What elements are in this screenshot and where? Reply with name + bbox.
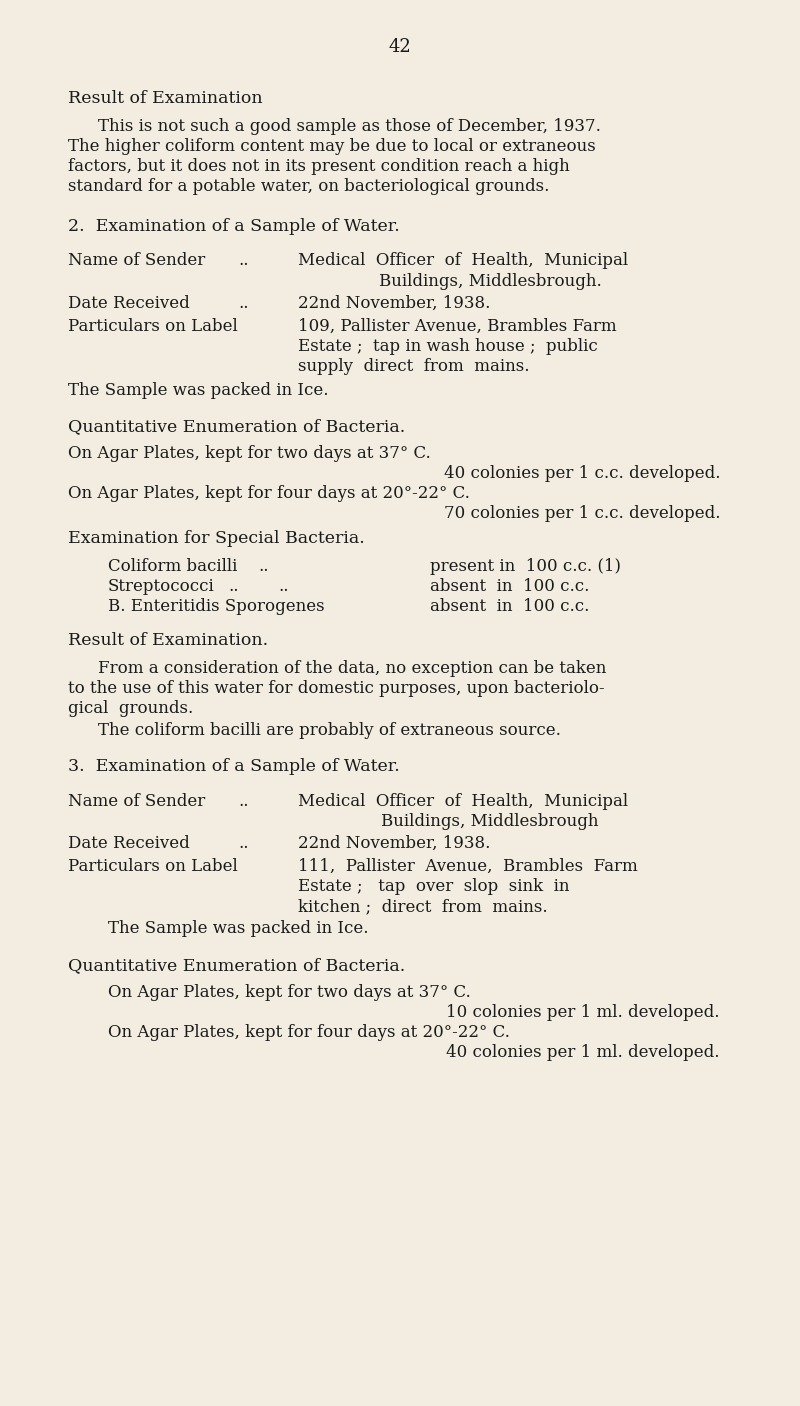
Text: Buildings, Middlesbrough.: Buildings, Middlesbrough.	[378, 273, 602, 290]
Text: 40 colonies per 1 c.c. developed.: 40 colonies per 1 c.c. developed.	[443, 465, 720, 482]
Text: On Agar Plates, kept for four days at 20°-22° C.: On Agar Plates, kept for four days at 20…	[68, 485, 470, 502]
Text: Examination for Special Bacteria.: Examination for Special Bacteria.	[68, 530, 365, 547]
Text: On Agar Plates, kept for four days at 20°-22° C.: On Agar Plates, kept for four days at 20…	[108, 1024, 510, 1040]
Text: Medical  Officer  of  Health,  Municipal: Medical Officer of Health, Municipal	[298, 252, 628, 269]
Text: present in  100 c.c. (1): present in 100 c.c. (1)	[430, 558, 621, 575]
Text: gical  grounds.: gical grounds.	[68, 700, 194, 717]
Text: 2.  Examination of a Sample of Water.: 2. Examination of a Sample of Water.	[68, 218, 400, 235]
Text: On Agar Plates, kept for two days at 37° C.: On Agar Plates, kept for two days at 37°…	[108, 984, 470, 1001]
Text: The higher coliform content may be due to local or extraneous: The higher coliform content may be due t…	[68, 138, 596, 155]
Text: Name of Sender: Name of Sender	[68, 793, 206, 810]
Text: ..: ..	[238, 295, 249, 312]
Text: Streptococci: Streptococci	[108, 578, 214, 595]
Text: ..: ..	[238, 793, 249, 810]
Text: kitchen ;  direct  from  mains.: kitchen ; direct from mains.	[298, 898, 548, 915]
Text: Result of Examination: Result of Examination	[68, 90, 262, 107]
Text: to the use of this water for domestic purposes, upon bacteriolo-: to the use of this water for domestic pu…	[68, 681, 605, 697]
Text: ..: ..	[238, 835, 249, 852]
Text: factors, but it does not in its present condition reach a high: factors, but it does not in its present …	[68, 157, 570, 174]
Text: Estate ;  tap in wash house ;  public: Estate ; tap in wash house ; public	[298, 337, 598, 354]
Text: On Agar Plates, kept for two days at 37° C.: On Agar Plates, kept for two days at 37°…	[68, 446, 430, 463]
Text: Quantitative Enumeration of Bacteria.: Quantitative Enumeration of Bacteria.	[68, 418, 406, 434]
Text: Particulars on Label: Particulars on Label	[68, 858, 238, 875]
Text: Date Received: Date Received	[68, 295, 190, 312]
Text: 3.  Examination of a Sample of Water.: 3. Examination of a Sample of Water.	[68, 758, 400, 775]
Text: Date Received: Date Received	[68, 835, 190, 852]
Text: ..: ..	[228, 578, 238, 595]
Text: Buildings, Middlesbrough: Buildings, Middlesbrough	[382, 813, 598, 830]
Text: Coliform bacilli: Coliform bacilli	[108, 558, 238, 575]
Text: Estate ;   tap  over  slop  sink  in: Estate ; tap over slop sink in	[298, 877, 570, 896]
Text: 109, Pallister Avenue, Brambles Farm: 109, Pallister Avenue, Brambles Farm	[298, 318, 617, 335]
Text: ..: ..	[238, 252, 249, 269]
Text: Particulars on Label: Particulars on Label	[68, 318, 238, 335]
Text: Quantitative Enumeration of Bacteria.: Quantitative Enumeration of Bacteria.	[68, 957, 406, 974]
Text: Result of Examination.: Result of Examination.	[68, 633, 268, 650]
Text: ..: ..	[278, 578, 289, 595]
Text: 42: 42	[389, 38, 411, 56]
Text: The coliform bacilli are probably of extraneous source.: The coliform bacilli are probably of ext…	[98, 723, 561, 740]
Text: 22nd November, 1938.: 22nd November, 1938.	[298, 835, 490, 852]
Text: Medical  Officer  of  Health,  Municipal: Medical Officer of Health, Municipal	[298, 793, 628, 810]
Text: The Sample was packed in Ice.: The Sample was packed in Ice.	[68, 382, 329, 399]
Text: supply  direct  from  mains.: supply direct from mains.	[298, 359, 530, 375]
Text: 40 colonies per 1 ml. developed.: 40 colonies per 1 ml. developed.	[446, 1045, 720, 1062]
Text: 22nd November, 1938.: 22nd November, 1938.	[298, 295, 490, 312]
Text: From a consideration of the data, no exception can be taken: From a consideration of the data, no exc…	[98, 659, 606, 678]
Text: 111,  Pallister  Avenue,  Brambles  Farm: 111, Pallister Avenue, Brambles Farm	[298, 858, 638, 875]
Text: B. Enteritidis Sporogenes: B. Enteritidis Sporogenes	[108, 598, 325, 614]
Text: This is not such a good sample as those of December, 1937.: This is not such a good sample as those …	[98, 118, 601, 135]
Text: 70 colonies per 1 c.c. developed.: 70 colonies per 1 c.c. developed.	[443, 505, 720, 522]
Text: Name of Sender: Name of Sender	[68, 252, 206, 269]
Text: 10 colonies per 1 ml. developed.: 10 colonies per 1 ml. developed.	[446, 1004, 720, 1021]
Text: absent  in  100 c.c.: absent in 100 c.c.	[430, 598, 590, 614]
Text: standard for a potable water, on bacteriological grounds.: standard for a potable water, on bacteri…	[68, 179, 550, 195]
Text: ..: ..	[258, 558, 269, 575]
Text: absent  in  100 c.c.: absent in 100 c.c.	[430, 578, 590, 595]
Text: The Sample was packed in Ice.: The Sample was packed in Ice.	[108, 920, 369, 936]
